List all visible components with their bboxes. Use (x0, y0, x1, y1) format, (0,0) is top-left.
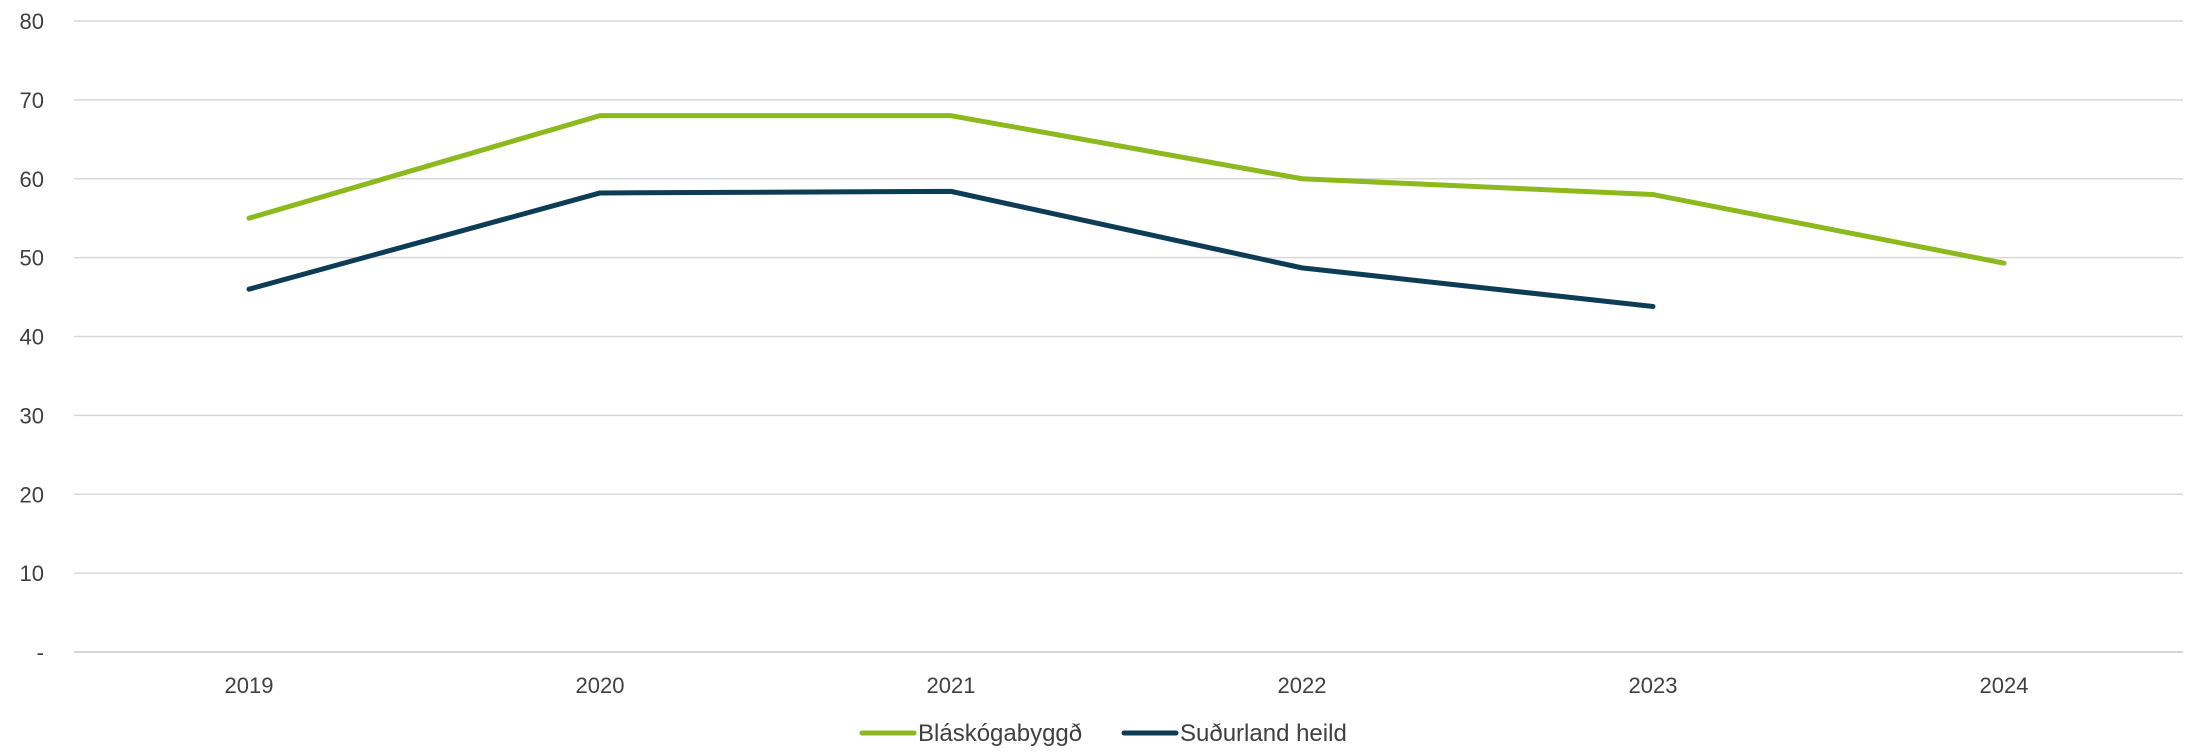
series-lines (246, 113, 2007, 310)
legend: Bláskógabyggð Suðurland heild (859, 720, 1347, 747)
gridlines (74, 20, 2183, 653)
series-line-sudurland-heild (246, 188, 1656, 310)
y-tick-label: 30 (20, 403, 44, 428)
legend-label: Bláskógabyggð (918, 720, 1082, 747)
y-tick-label: 20 (20, 482, 44, 507)
y-tick-label: 40 (20, 325, 44, 350)
y-tick-label: 70 (20, 88, 44, 113)
y-tick-label: - (37, 640, 44, 665)
x-tick-label: 2023 (1629, 673, 1678, 698)
y-tick-label: 50 (20, 246, 44, 271)
x-axis-tick-labels: 2019 2020 2021 2022 2023 2024 (225, 673, 2029, 698)
x-tick-label: 2022 (1278, 673, 1327, 698)
x-tick-label: 2024 (1980, 673, 2029, 698)
x-tick-label: 2021 (927, 673, 976, 698)
y-tick-label: 60 (20, 167, 44, 192)
x-tick-label: 2019 (225, 673, 274, 698)
y-axis-tick-labels: - 10 20 30 40 50 60 70 80 (20, 9, 44, 665)
x-tick-label: 2020 (576, 673, 625, 698)
y-tick-label: 10 (20, 561, 44, 586)
legend-label: Suðurland heild (1180, 720, 1347, 747)
series-line-blaskogabyggd (246, 113, 2007, 266)
y-tick-label: 80 (20, 9, 44, 34)
